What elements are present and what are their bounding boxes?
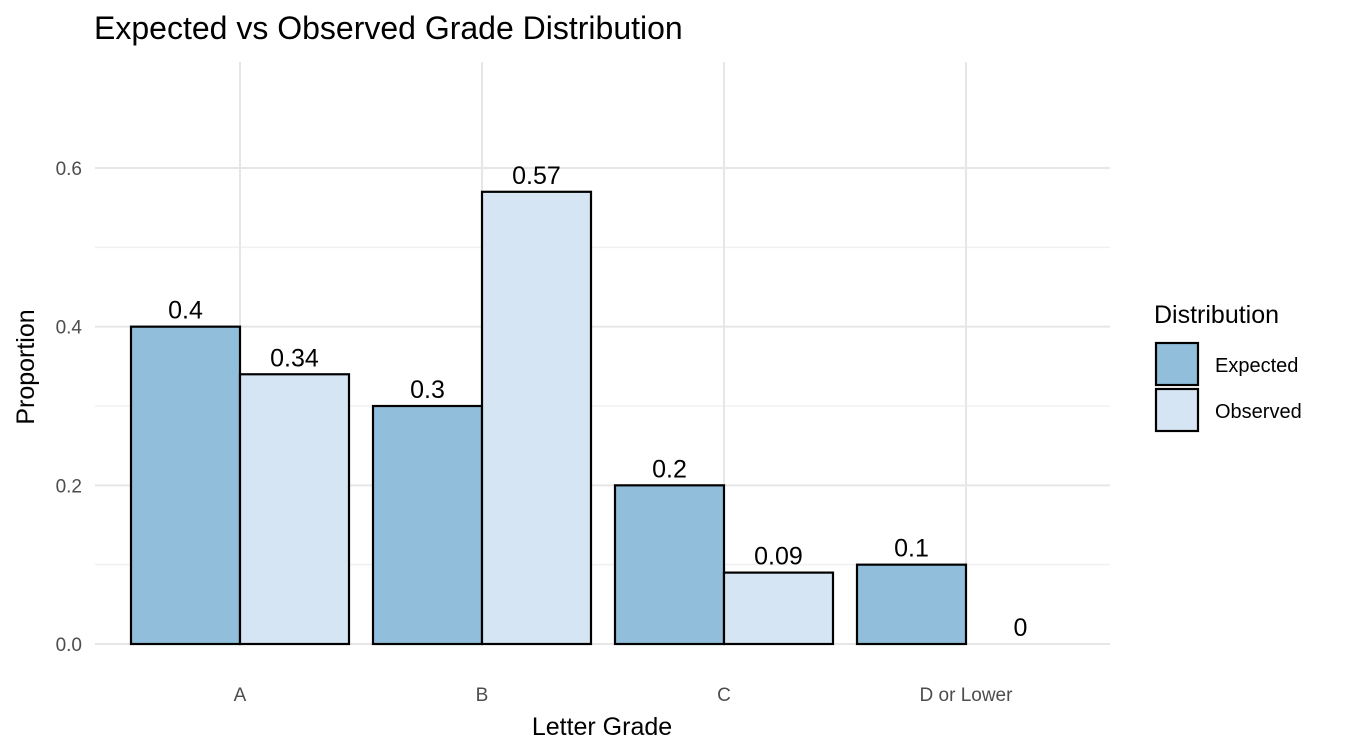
x-axis-ticks: A B C D or Lower (234, 685, 1013, 706)
bar-expected-d-or-lower (855, 563, 968, 646)
bar-expected-a (129, 325, 242, 646)
x-tick-label: A (234, 685, 247, 706)
x-axis-title: Letter Grade (532, 713, 672, 741)
y-tick-label: 0.4 (56, 318, 83, 339)
y-axis-ticks: 0.0 0.2 0.4 0.6 (56, 159, 83, 656)
legend-title: Distribution (1154, 301, 1279, 329)
chart-title: Expected vs Observed Grade Distribution (94, 10, 683, 46)
bars (129, 190, 968, 646)
legend: Distribution Expected Observed (1154, 301, 1302, 433)
data-label: 0.34 (270, 344, 319, 372)
bar-expected-b (371, 404, 484, 646)
legend-swatch-expected (1154, 341, 1200, 387)
y-tick-label: 0.0 (56, 635, 82, 656)
data-labels: 0.4 0.34 0.3 0.57 0.2 0.09 0.1 0 (168, 162, 1027, 642)
legend-items: Expected Observed (1154, 341, 1302, 433)
x-tick-label: B (476, 685, 489, 706)
x-tick-label: D or Lower (920, 685, 1014, 706)
y-tick-label: 0.2 (56, 476, 82, 497)
legend-label-observed: Observed (1215, 401, 1302, 423)
data-label: 0.4 (168, 297, 203, 325)
y-tick-label: 0.6 (56, 159, 82, 180)
legend-swatch-observed (1154, 387, 1200, 433)
bar-observed-c (722, 571, 835, 646)
data-label: 0.2 (652, 455, 687, 483)
data-label: 0.1 (894, 535, 929, 563)
data-label: 0.09 (754, 543, 803, 571)
bar-observed-b (480, 190, 593, 646)
legend-label-expected: Expected (1215, 355, 1298, 377)
data-label: 0.57 (512, 162, 561, 190)
bar-expected-c (613, 484, 726, 646)
data-label: 0 (1014, 614, 1028, 642)
x-tick-label: C (717, 685, 731, 706)
bar-observed-a (238, 373, 351, 646)
y-axis-title: Proportion (12, 309, 40, 424)
data-label: 0.3 (410, 376, 445, 404)
